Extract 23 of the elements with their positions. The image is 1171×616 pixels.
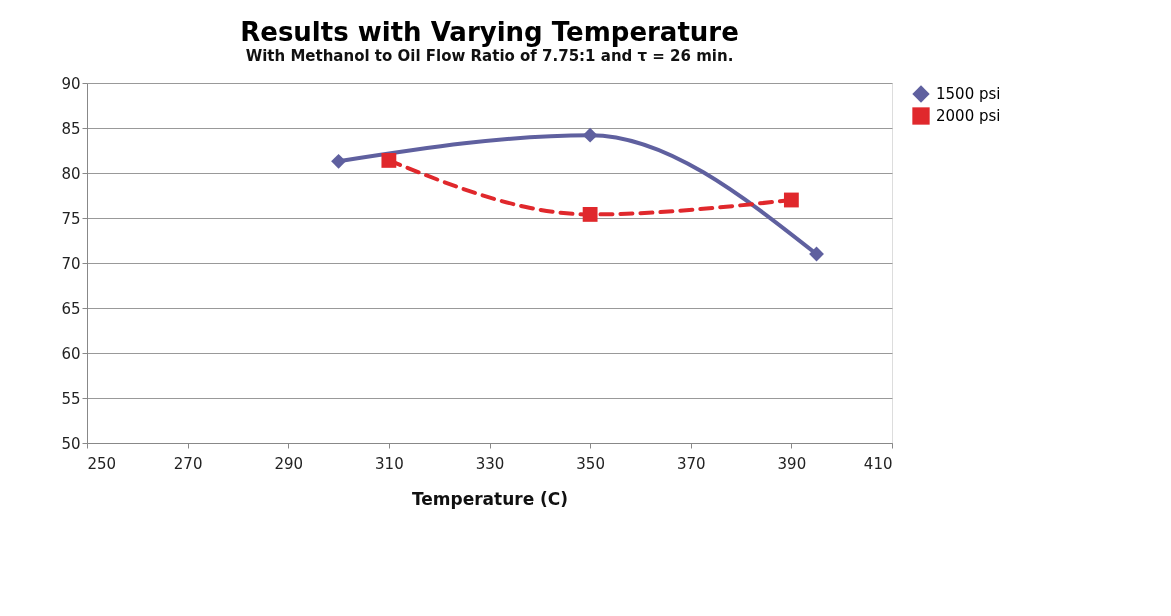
chart-subtitle: With Methanol to Oil Flow Ratio of 7.75:1 and τ = 26 min.: [245, 47, 734, 65]
x-tick-label: 390: [777, 454, 807, 473]
x-axis-title: Temperature (C): [411, 488, 569, 509]
y-tick-label: 80: [61, 164, 81, 183]
y-tick-label: 70: [61, 254, 81, 273]
y-tick-label: 65: [61, 299, 81, 318]
x-tick-label: 270: [173, 454, 203, 473]
y-tick-label: 55: [61, 389, 81, 408]
y-tick-label: 60: [61, 344, 81, 363]
x-tick-label: 370: [676, 454, 706, 473]
y-tick-label: 85: [61, 119, 81, 138]
x-tick-label: 330: [475, 454, 505, 473]
y-tick-label: 90: [61, 74, 81, 93]
x-tick-label: 290: [274, 454, 304, 473]
y-tick-label: 50: [61, 434, 81, 453]
x-tick-label: 350: [576, 454, 605, 473]
legend-label: 1500 psi: [936, 85, 1001, 103]
chart-title: Results with Varying Temperature: [240, 17, 739, 47]
x-tick-label: 410: [863, 454, 893, 473]
y-tick-label: 75: [61, 209, 81, 228]
x-tick-label: 310: [375, 454, 404, 473]
legend-label: 2000 psi: [936, 107, 1001, 125]
x-tick-label: 250: [87, 454, 117, 473]
